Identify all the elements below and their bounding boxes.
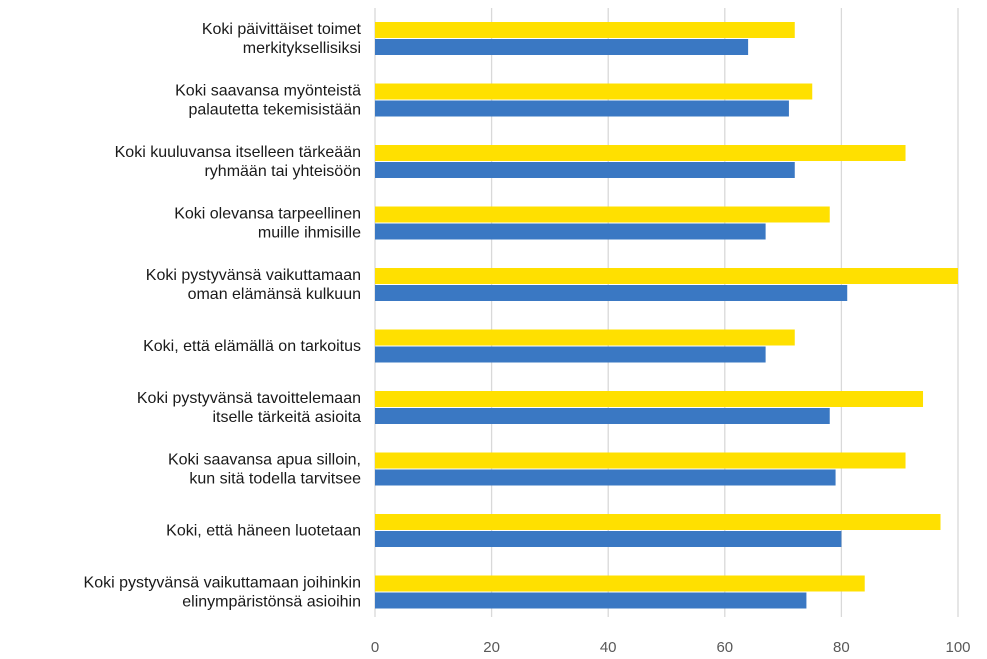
x-tick-label-0: 0 bbox=[371, 639, 379, 656]
x-tick-label-80: 80 bbox=[833, 639, 850, 656]
bar-series-2-category-6 bbox=[375, 346, 766, 363]
category-label-line: Koki pystyvänsä vaikuttamaan joihinkin bbox=[84, 575, 361, 592]
x-tick-label-60: 60 bbox=[716, 639, 733, 656]
category-label-line: Koki olevansa tarpeellinen bbox=[174, 206, 361, 223]
bar-series-1-category-9 bbox=[375, 514, 941, 530]
bar-series-2-category-4 bbox=[375, 223, 766, 240]
category-label-line: Koki kuuluvansa itselleen tärkeään bbox=[115, 144, 361, 161]
x-tick-label-20: 20 bbox=[483, 639, 500, 656]
category-label-line: ryhmään tai yhteisöön bbox=[204, 163, 361, 180]
category-label-7: Koki pystyvänsä tavoittelemaan itselle tä… bbox=[137, 390, 361, 426]
category-label-line: Koki päivittäiset toimet bbox=[202, 21, 362, 38]
bar-series-2-category-8 bbox=[375, 469, 836, 486]
category-label-line: Koki, että häneen luotetaan bbox=[166, 523, 361, 540]
category-label-line: oman elämänsä kulkuun bbox=[188, 286, 361, 303]
bar-series-1-category-7 bbox=[375, 391, 924, 407]
category-label-6: Koki, että elämällä on tarkoitus bbox=[143, 338, 361, 355]
bar-series-1-category-6 bbox=[375, 329, 795, 346]
bar-series-1-category-2 bbox=[375, 83, 813, 100]
bar-series-1-category-3 bbox=[375, 145, 906, 161]
category-label-3: Koki kuuluvansa itselleen tärkeään ryhmää… bbox=[115, 144, 361, 180]
bar-series-1-category-5 bbox=[375, 268, 958, 284]
category-label-line: Koki pystyvänsä tavoittelemaan bbox=[137, 390, 361, 407]
category-label-line: Koki, että elämällä on tarkoitus bbox=[143, 338, 361, 355]
category-label-line: Koki saavansa apua silloin, bbox=[168, 452, 361, 469]
category-label-1: Koki päivittäiset toimet merkityksellisik… bbox=[202, 21, 362, 57]
x-tick-label-100: 100 bbox=[945, 639, 970, 656]
category-label-8: Koki saavansa apua silloin, kun sitä tode… bbox=[168, 452, 361, 488]
category-label-10: Koki pystyvänsä vaikuttamaan joihinkin el… bbox=[84, 575, 361, 611]
x-axis-tick-labels: 0 20 40 60 80 100 bbox=[371, 639, 971, 656]
bar-series-2-category-3 bbox=[375, 162, 795, 178]
category-label-line: Koki pystyvänsä vaikuttamaan bbox=[146, 267, 361, 284]
category-label-5: Koki pystyvänsä vaikuttamaan oman elämäns… bbox=[146, 267, 361, 303]
bar-series-1-category-10 bbox=[375, 575, 865, 592]
bar-series-1-category-8 bbox=[375, 452, 906, 469]
bar-series-2-category-9 bbox=[375, 531, 842, 547]
category-label-line: kun sitä todella tarvitsee bbox=[189, 471, 361, 488]
category-label-line: palautetta tekemisistään bbox=[188, 102, 361, 119]
bars bbox=[375, 22, 958, 609]
category-label-line: elinympäristönsä asioihin bbox=[182, 594, 361, 611]
bar-series-1-category-4 bbox=[375, 206, 830, 223]
x-tick-label-40: 40 bbox=[600, 639, 617, 656]
category-labels: Koki päivittäiset toimet merkityksellisik… bbox=[84, 21, 362, 611]
category-label-2: Koki saavansa myönteistä palautetta tekem… bbox=[175, 83, 361, 119]
category-label-line: itselle tärkeitä asioita bbox=[212, 409, 361, 426]
bar-series-2-category-10 bbox=[375, 592, 807, 609]
category-label-9: Koki, että häneen luotetaan bbox=[166, 523, 361, 540]
category-label-4: Koki olevansa tarpeellinen muille ihmisil… bbox=[174, 206, 361, 242]
category-label-line: muille ihmisille bbox=[258, 225, 361, 242]
category-label-line: Koki saavansa myönteistä bbox=[175, 83, 361, 100]
bar-series-1-category-1 bbox=[375, 22, 795, 38]
bar-series-2-category-5 bbox=[375, 285, 848, 301]
bar-series-2-category-1 bbox=[375, 39, 749, 55]
bar-series-2-category-7 bbox=[375, 408, 830, 424]
bar-series-2-category-2 bbox=[375, 100, 789, 117]
category-label-line: merkityksellisiksi bbox=[243, 40, 361, 57]
